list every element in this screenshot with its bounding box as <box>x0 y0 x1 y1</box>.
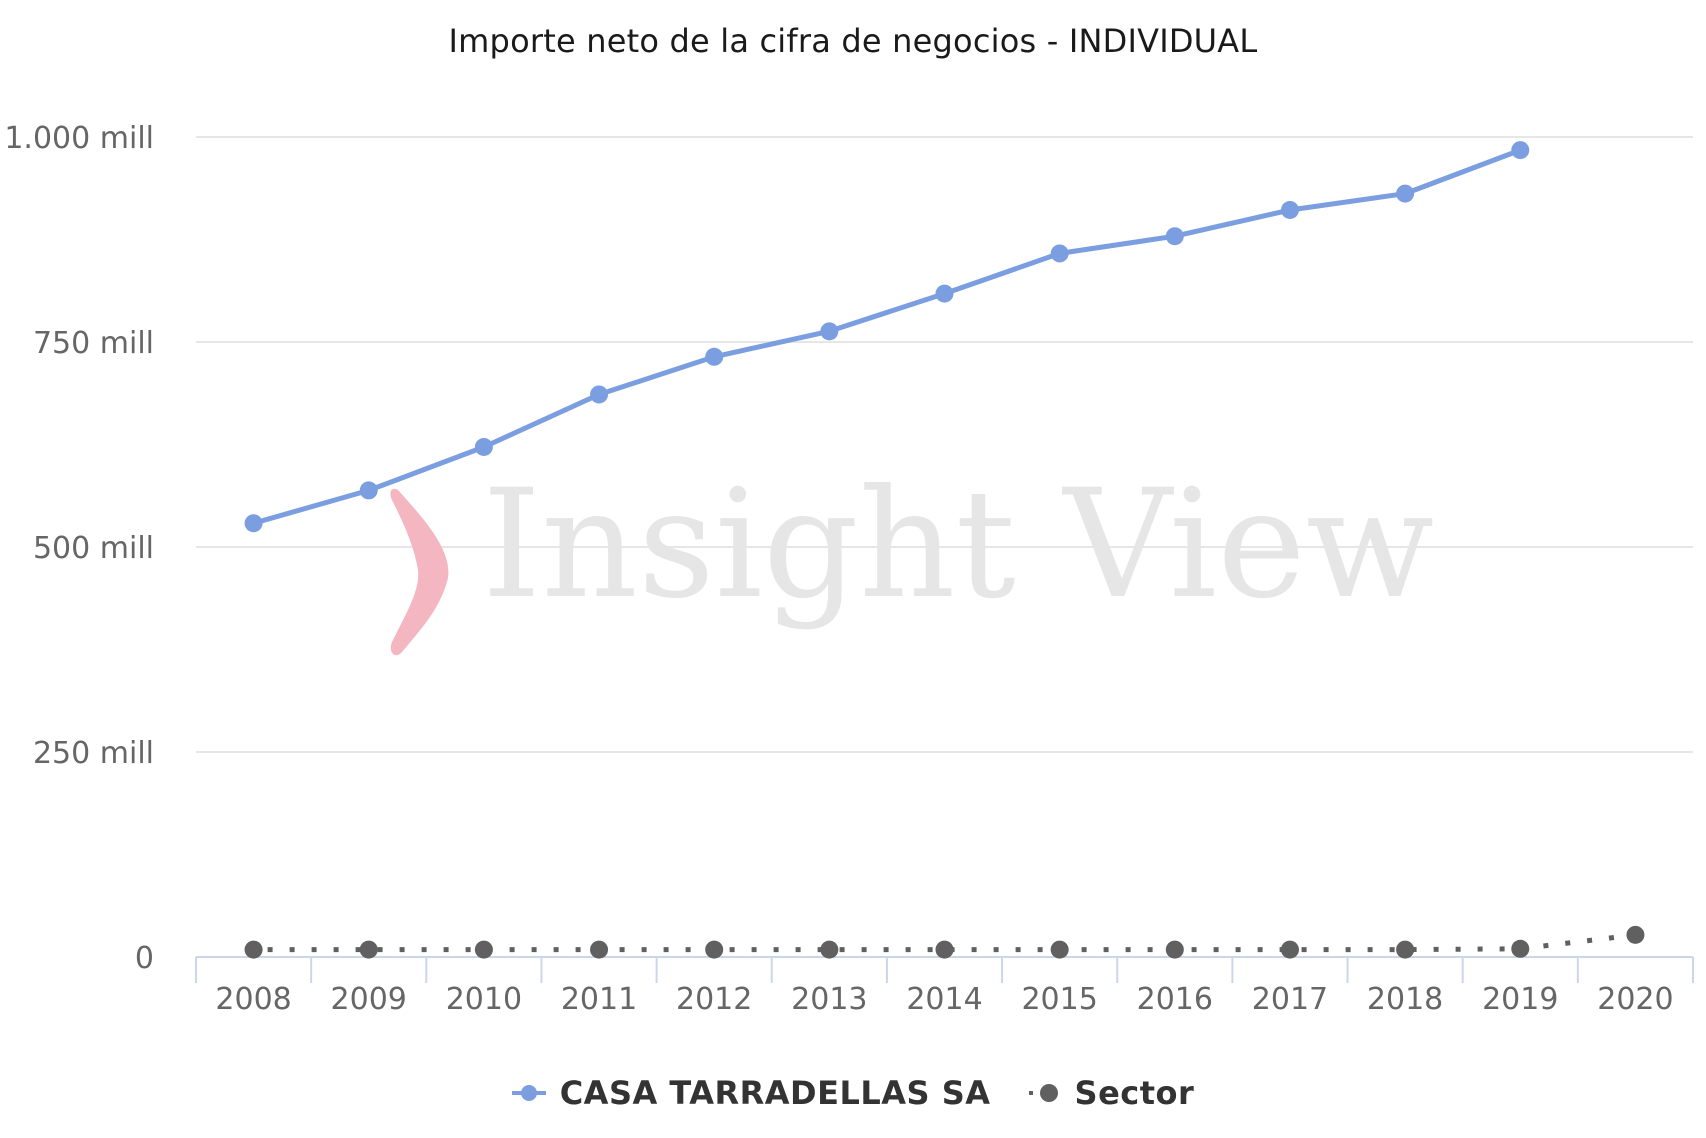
data-point-marker[interactable] <box>474 940 493 959</box>
watermark: Insight View <box>390 458 1434 656</box>
series-casa-tarradellas <box>244 141 1530 533</box>
x-tick-label: 2008 <box>215 982 291 1017</box>
data-point-marker[interactable] <box>1396 940 1415 959</box>
data-point-marker[interactable] <box>820 940 839 959</box>
legend-label: Sector <box>1074 1074 1195 1112</box>
series-sector <box>244 925 1645 959</box>
data-point-marker[interactable] <box>474 437 493 456</box>
data-point-marker[interactable] <box>1050 244 1069 263</box>
watermark-text: Insight View <box>482 458 1434 632</box>
data-point-marker[interactable] <box>935 284 954 303</box>
x-tick-label: 2010 <box>446 982 522 1017</box>
x-tick-label: 2020 <box>1597 982 1673 1017</box>
data-point-marker[interactable] <box>1280 940 1299 959</box>
x-tick-label: 2013 <box>791 982 867 1017</box>
legend-line-marker-icon <box>511 1085 546 1101</box>
data-point-marker[interactable] <box>1165 227 1184 246</box>
legend-label: CASA TARRADELLAS SA <box>559 1074 991 1112</box>
data-point-marker[interactable] <box>1280 200 1299 219</box>
series-layer <box>244 141 1645 959</box>
data-point-marker[interactable] <box>1165 940 1184 959</box>
data-point-marker[interactable] <box>1396 184 1415 203</box>
legend-dotted-marker-icon <box>1028 1084 1058 1102</box>
y-tick-label: 1.000 mill <box>4 121 154 156</box>
legend-item-casa-tarradellas[interactable]: CASA TARRADELLAS SA <box>511 1074 991 1112</box>
data-point-marker[interactable] <box>359 481 378 500</box>
data-point-marker[interactable] <box>244 514 263 533</box>
y-tick-label: 750 mill <box>33 326 154 361</box>
data-point-marker[interactable] <box>1050 940 1069 959</box>
x-tick-label: 2011 <box>561 982 637 1017</box>
data-point-marker[interactable] <box>1511 141 1530 160</box>
y-axis-labels: 0 250 mill 500 mill 750 mill 1.000 mill <box>4 121 154 976</box>
x-tick-label: 2015 <box>1021 982 1097 1017</box>
x-tick-label: 2017 <box>1252 982 1328 1017</box>
x-tick-label: 2009 <box>331 982 407 1017</box>
x-tick-label: 2016 <box>1137 982 1213 1017</box>
data-point-marker[interactable] <box>590 940 609 959</box>
x-tick-label: 2018 <box>1367 982 1443 1017</box>
chart-title: Importe neto de la cifra de negocios - I… <box>448 22 1258 60</box>
y-tick-label: 250 mill <box>33 736 154 771</box>
data-point-marker[interactable] <box>359 940 378 959</box>
data-point-marker[interactable] <box>705 940 724 959</box>
data-point-marker[interactable] <box>820 322 839 341</box>
series-line <box>252 147 1522 526</box>
x-axis: 2008 2009 2010 2011 2012 2013 2014 2015 2016 2017… <box>195 956 1694 1017</box>
x-tick-label: 2012 <box>676 982 752 1017</box>
data-point-marker[interactable] <box>705 347 724 366</box>
legend-item-sector[interactable]: Sector <box>1027 1074 1195 1112</box>
x-tick-label: 2014 <box>906 982 982 1017</box>
data-point-marker[interactable] <box>1626 925 1645 944</box>
data-point-marker[interactable] <box>244 940 263 959</box>
data-point-marker[interactable] <box>1511 939 1530 958</box>
data-point-marker[interactable] <box>590 385 609 404</box>
y-tick-label: 0 <box>135 941 154 976</box>
x-tick-label: 2019 <box>1482 982 1558 1017</box>
data-point-marker[interactable] <box>935 940 954 959</box>
grid-lines <box>196 136 1693 753</box>
watermark-logo-icon <box>390 488 449 656</box>
legend: CASA TARRADELLAS SA Sector <box>0 1068 1706 1118</box>
y-tick-label: 500 mill <box>33 531 154 566</box>
